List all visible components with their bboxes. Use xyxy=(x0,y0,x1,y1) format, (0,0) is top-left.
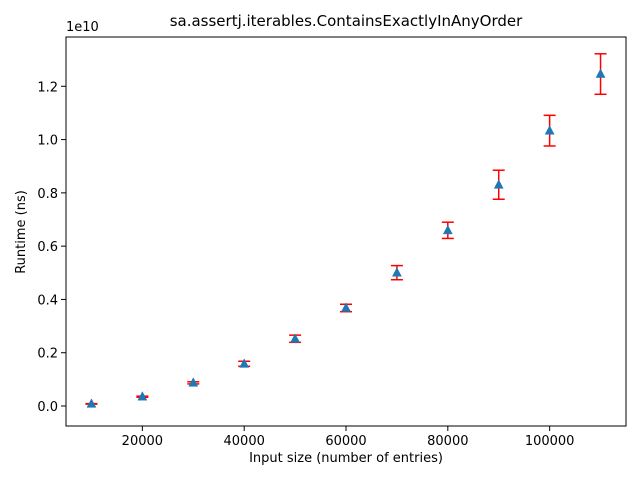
chart-title: sa.assertj.iterables.ContainsExactlyInAn… xyxy=(170,12,523,30)
y-tick-label: 1.0 xyxy=(37,134,58,149)
data-point-marker xyxy=(442,224,453,235)
y-tick-label: 0.4 xyxy=(37,293,58,308)
y-tick-label: 0.0 xyxy=(37,400,58,415)
x-axis-label: Input size (number of entries) xyxy=(249,451,443,466)
data-point-marker xyxy=(290,333,301,343)
data-point-marker xyxy=(341,302,351,312)
y-offset-label: 1e10 xyxy=(66,20,99,35)
data-point-marker xyxy=(391,267,402,277)
data-point-marker xyxy=(188,377,199,387)
axes-frame xyxy=(65,36,627,427)
data-point-marker xyxy=(86,398,97,408)
y-tick-label: 0.8 xyxy=(37,187,58,202)
data-point-marker xyxy=(493,179,504,189)
marker-series xyxy=(86,68,606,408)
y-tick-label: 1.2 xyxy=(37,80,58,95)
x-tick-label: 60000 xyxy=(325,434,366,449)
y-axis-ticks: 0.0 0.2 0.4 0.6 0.8 1.0 1.2 xyxy=(37,80,66,415)
y-tick-label: 0.6 xyxy=(37,240,58,255)
data-point-marker xyxy=(239,358,250,368)
x-tick-label: 80000 xyxy=(427,434,468,449)
data-point-marker xyxy=(137,391,148,401)
x-axis-ticks: 20000 40000 60000 80000 100000 xyxy=(122,426,575,449)
data-point-marker xyxy=(595,68,606,78)
x-tick-label: 40000 xyxy=(224,434,265,449)
y-tick-label: 0.2 xyxy=(37,347,58,362)
x-tick-label: 20000 xyxy=(122,434,163,449)
data-point-marker xyxy=(544,125,555,135)
x-tick-label: 100000 xyxy=(525,434,575,449)
y-axis-label: Runtime (ns) xyxy=(14,190,29,274)
